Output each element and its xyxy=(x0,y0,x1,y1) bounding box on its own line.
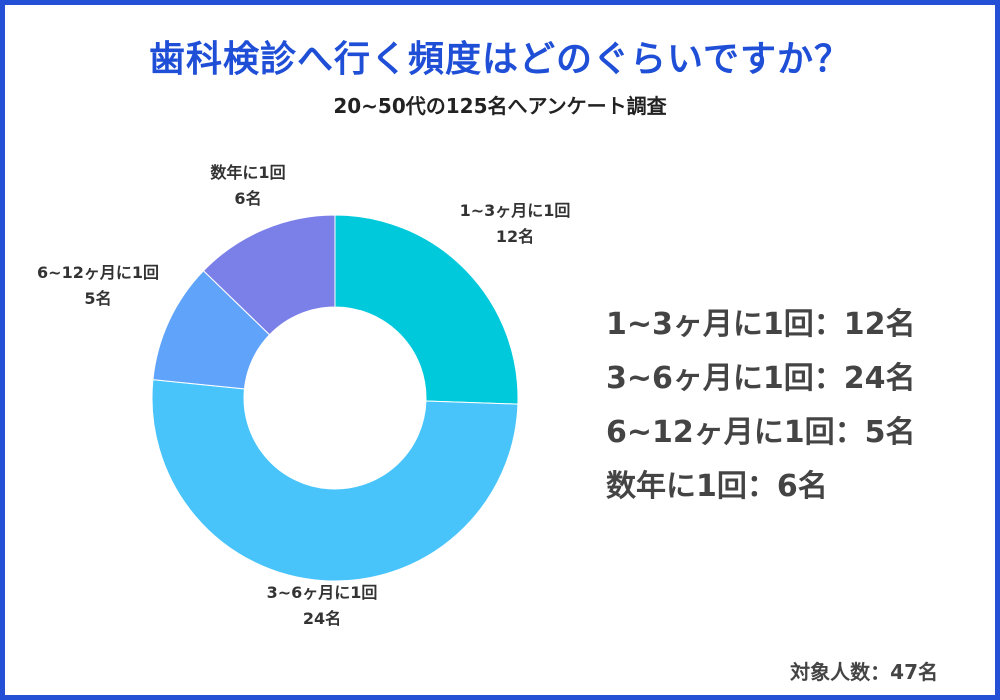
chart-subtitle: 20~50代の125名へアンケート調査 xyxy=(333,94,667,118)
slice-label-6-12-months: 6~12ヶ月に1回 5名 xyxy=(37,260,159,312)
slice-label-3-6-months: 3~6ヶ月に1回 24名 xyxy=(267,580,378,632)
chart-title: 歯科検診へ行く頻度はどのぐらいですか？ xyxy=(149,39,851,80)
sample-size-note: 対象人数：47名 xyxy=(790,660,938,684)
slice-label-value: 12名 xyxy=(495,227,535,246)
slice-label-category: 数年に1回 xyxy=(210,163,286,182)
slice-3-6-months xyxy=(151,379,519,582)
legend: 1~3ヶ月に1回：12名 3~6ヶ月に1回：24名 6~12ヶ月に1回：5名 数… xyxy=(606,298,916,514)
legend-item: 数年に1回：6名 xyxy=(606,469,828,504)
legend-item: 1~3ヶ月に1回：12名 xyxy=(606,307,916,342)
slice-label-value: 24名 xyxy=(302,609,342,628)
slice-label-value: 6名 xyxy=(234,189,262,208)
slice-label-1-3-months: 1~3ヶ月に1回 12名 xyxy=(460,198,571,250)
slice-label-category: 1~3ヶ月に1回 xyxy=(459,201,571,220)
legend-item: 3~6ヶ月に1回：24名 xyxy=(606,361,916,396)
slice-label-category: 6~12ヶ月に1回 xyxy=(37,263,159,282)
slice-label-value: 5名 xyxy=(84,289,112,308)
slice-several-years xyxy=(202,214,336,336)
slice-label-several-years: 数年に1回 6名 xyxy=(210,160,285,212)
slice-1-3-months xyxy=(334,214,519,405)
legend-item: 6~12ヶ月に1回：5名 xyxy=(606,415,916,450)
slice-label-category: 3~6ヶ月に1回 xyxy=(266,583,378,602)
